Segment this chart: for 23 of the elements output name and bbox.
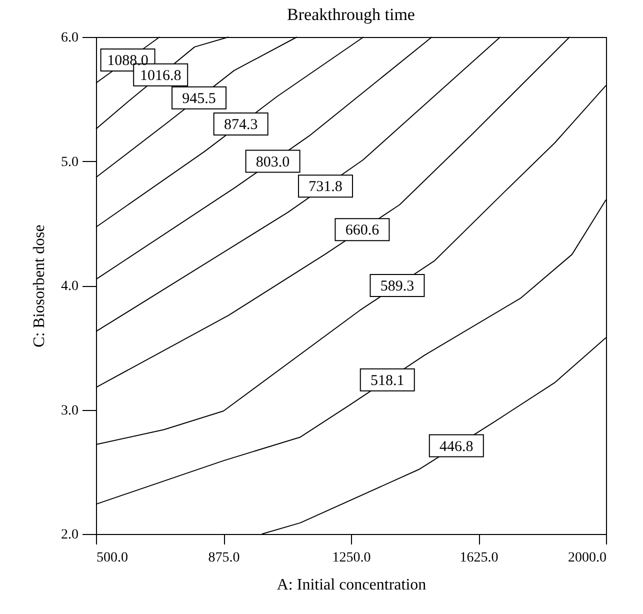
x-tick-label: 875.0: [208, 550, 240, 566]
y-tick-label: 2.0: [61, 528, 78, 542]
series-label: 874.3: [224, 116, 258, 133]
series-label: 446.8: [440, 438, 474, 455]
y-tick-label: 3.0: [61, 403, 78, 418]
series-label: 660.6: [345, 222, 380, 239]
series-label: 589.3: [380, 278, 414, 294]
x-tick-label: 500.0: [96, 550, 128, 566]
x-axis-title: A: Initial concentration: [276, 576, 426, 594]
series-label: 1088.0: [107, 52, 148, 69]
chart-title: Breakthrough time: [287, 5, 415, 24]
series-label: 803.0: [256, 154, 290, 170]
y-tick-label: 6.0: [61, 30, 78, 46]
series-label: 945.5: [182, 90, 216, 107]
series-label: 731.8: [308, 179, 342, 196]
x-tick-label: 1250.0: [332, 550, 371, 566]
y-tick-label: 4.0: [61, 279, 78, 294]
y-axis-title: C: Biosorbent dose: [31, 224, 48, 348]
x-tick-label: 2000.0: [568, 550, 606, 566]
y-tick-label: 5.0: [61, 154, 78, 170]
x-tick-label: 1625.0: [460, 550, 498, 566]
series-label: 518.1: [370, 372, 404, 389]
legend-label: 1016.8: [140, 68, 182, 84]
